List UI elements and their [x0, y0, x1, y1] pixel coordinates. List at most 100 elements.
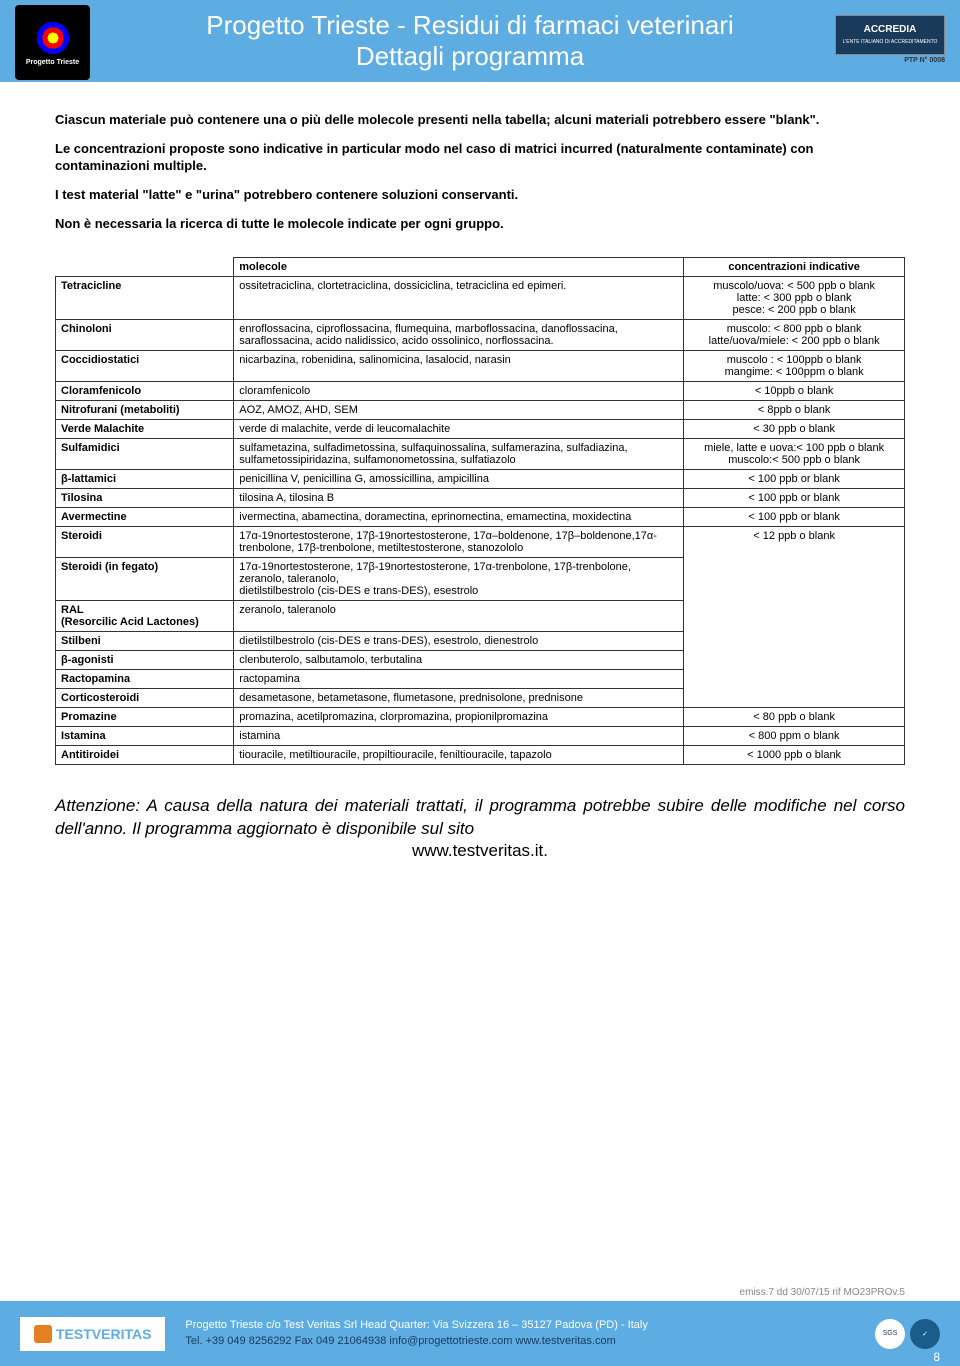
cell-category: Tilosina [56, 489, 234, 508]
page-title: Progetto Trieste - Residui di farmaci ve… [110, 10, 830, 72]
cell-molecole: tiouracile, metiltiouracile, propiltiour… [234, 746, 684, 765]
cell-molecole: enroflossacina, ciproflossacina, flumequ… [234, 320, 684, 351]
cell-category: Antitiroidei [56, 746, 234, 765]
intro-p3: I test material "latte" e "urina" potreb… [55, 187, 905, 204]
cell-category: Verde Malachite [56, 420, 234, 439]
ptp-number: PTP N° 0008 [835, 57, 945, 64]
cell-category: Promazine [56, 708, 234, 727]
molecules-table: molecole concentrazioni indicative Tetra… [55, 257, 905, 765]
cell-molecole: ivermectina, abamectina, doramectina, ep… [234, 508, 684, 527]
table-row: Steroidi17α-19nortestosterone, 17β-19nor… [56, 527, 905, 558]
table-row: Verde Malachiteverde di malachite, verde… [56, 420, 905, 439]
cell-molecole: 17α-19nortestosterone, 17β-19nortestoste… [234, 558, 684, 601]
cell-conc: < 30 ppb o blank [684, 420, 905, 439]
cell-conc: muscolo : < 100ppb o blank mangime: < 10… [684, 351, 905, 382]
cell-conc: < 800 ppm o blank [684, 727, 905, 746]
cell-category: Nitrofurani (metaboliti) [56, 401, 234, 420]
cell-molecole: verde di malachite, verde di leucomalach… [234, 420, 684, 439]
footer-phone: Tel. +39 049 8256292 Fax 049 21064938 in… [185, 1334, 647, 1349]
table-row: Cloramfenicolocloramfenicolo< 10ppb o bl… [56, 382, 905, 401]
cell-category: β-agonisti [56, 651, 234, 670]
cell-molecole: desametasone, betametasone, flumetasone,… [234, 689, 684, 708]
cell-category: β-lattamici [56, 470, 234, 489]
cell-molecole: ractopamina [234, 670, 684, 689]
notice-main: Attenzione: A causa della natura dei mat… [55, 796, 905, 837]
main-content: Ciascun materiale può contenere una o pi… [0, 82, 960, 862]
cell-molecole: sulfametazina, sulfadimetossina, sulfaqu… [234, 439, 684, 470]
cell-category: Istamina [56, 727, 234, 746]
cell-category: Chinoloni [56, 320, 234, 351]
cell-conc: miele, latte e uova:< 100 ppb o blank mu… [684, 439, 905, 470]
intro-p4: Non è necessaria la ricerca di tutte le … [55, 216, 905, 233]
cell-conc: < 100 ppb or blank [684, 508, 905, 527]
header-bar: Progetto Trieste Progetto Trieste - Resi… [0, 0, 960, 82]
sgs-badge: SGS [875, 1319, 905, 1349]
table-row: β-lattamicipenicillina V, penicillina G,… [56, 470, 905, 489]
footer-contact: Progetto Trieste c/o Test Veritas Srl He… [185, 1318, 647, 1349]
cell-category: Stilbeni [56, 632, 234, 651]
logo-text: Progetto Trieste [26, 59, 79, 67]
table-row: Tilosinatilosina A, tilosina B< 100 ppb … [56, 489, 905, 508]
accredia-logo: ACCREDIA L'ENTE ITALIANO DI ACCREDITAMEN… [835, 15, 945, 64]
intro-p1: Ciascun materiale può contenere una o pi… [55, 112, 905, 129]
logo-progetto-trieste: Progetto Trieste [15, 5, 90, 80]
table-row: Coccidiostaticinicarbazina, robenidina, … [56, 351, 905, 382]
cell-category: RAL (Resorcilic Acid Lactones) [56, 601, 234, 632]
cell-molecole: istamina [234, 727, 684, 746]
cell-conc: < 1000 ppb o blank [684, 746, 905, 765]
table-row: Istaminaistamina< 800 ppm o blank [56, 727, 905, 746]
table-body: Tetraciclineossitetraciclina, clortetrac… [56, 277, 905, 765]
accredia-text: ACCREDIA [864, 24, 917, 35]
cell-conc: < 12 ppb o blank [684, 527, 905, 708]
title-line2: Dettagli programma [356, 41, 584, 71]
cell-conc: < 80 ppb o blank [684, 708, 905, 727]
cell-category: Coccidiostatici [56, 351, 234, 382]
intro-text: Ciascun materiale può contenere una o pi… [55, 112, 905, 232]
th-molecole: molecole [234, 258, 684, 277]
cell-molecole: promazina, acetilpromazina, clorpromazin… [234, 708, 684, 727]
cell-conc: muscolo/uova: < 500 ppb o blank latte: <… [684, 277, 905, 320]
cell-conc: muscolo: < 800 ppb o blank latte/uova/mi… [684, 320, 905, 351]
cell-conc: < 100 ppb or blank [684, 470, 905, 489]
cell-category: Tetracicline [56, 277, 234, 320]
cell-conc: < 8ppb o blank [684, 401, 905, 420]
cell-conc: < 100 ppb or blank [684, 489, 905, 508]
th-conc: concentrazioni indicative [684, 258, 905, 277]
table-header-row: molecole concentrazioni indicative [56, 258, 905, 277]
cell-molecole: tilosina A, tilosina B [234, 489, 684, 508]
table-row: Avermectineivermectina, abamectina, dora… [56, 508, 905, 527]
intro-p2: Le concentrazioni proposte sono indicati… [55, 141, 905, 175]
accredia-sub: L'ENTE ITALIANO DI ACCREDITAMENTO [843, 39, 938, 45]
table-row: Sulfamidicisulfametazina, sulfadimetossi… [56, 439, 905, 470]
cell-molecole: zeranolo, taleranolo [234, 601, 684, 632]
target-icon [34, 19, 72, 57]
cell-molecole: nicarbazina, robenidina, salinomicina, l… [234, 351, 684, 382]
cell-molecole: AOZ, AMOZ, AHD, SEM [234, 401, 684, 420]
cell-molecole: penicillina V, penicillina G, amossicill… [234, 470, 684, 489]
table-row: Antitiroideitiouracile, metiltiouracile,… [56, 746, 905, 765]
table-row: Tetraciclineossitetraciclina, clortetrac… [56, 277, 905, 320]
table-row: Promazinepromazina, acetilpromazina, clo… [56, 708, 905, 727]
footer-bar: TESTVERITAS Progetto Trieste c/o Test Ve… [0, 1301, 960, 1366]
cell-category: Steroidi [56, 527, 234, 558]
cell-category: Steroidi (in fegato) [56, 558, 234, 601]
cell-molecole: clenbuterolo, salbutamolo, terbutalina [234, 651, 684, 670]
cell-category: Corticosteroidi [56, 689, 234, 708]
testveritas-logo: TESTVERITAS [20, 1317, 165, 1351]
footer-logo-text: TESTVERITAS [56, 1326, 151, 1342]
notice-text: Attenzione: A causa della natura dei mat… [55, 795, 905, 861]
page-number: 8 [933, 1350, 940, 1364]
cell-molecole: ossitetraciclina, clortetraciclina, doss… [234, 277, 684, 320]
cell-molecole: dietilstilbestrolo (cis-DES e trans-DES)… [234, 632, 684, 651]
cell-category: Cloramfenicolo [56, 382, 234, 401]
cell-category: Ractopamina [56, 670, 234, 689]
footer-badges: SGS ✓ [875, 1319, 940, 1349]
table-row: Nitrofurani (metaboliti)AOZ, AMOZ, AHD, … [56, 401, 905, 420]
cell-category: Avermectine [56, 508, 234, 527]
th-category [56, 258, 234, 277]
cert-badge: ✓ [910, 1319, 940, 1349]
cell-molecole: cloramfenicolo [234, 382, 684, 401]
notice-url: www.testveritas.it. [55, 840, 905, 862]
title-line1: Progetto Trieste - Residui di farmaci ve… [206, 10, 733, 40]
table-row: Chinolonienroflossacina, ciproflossacina… [56, 320, 905, 351]
